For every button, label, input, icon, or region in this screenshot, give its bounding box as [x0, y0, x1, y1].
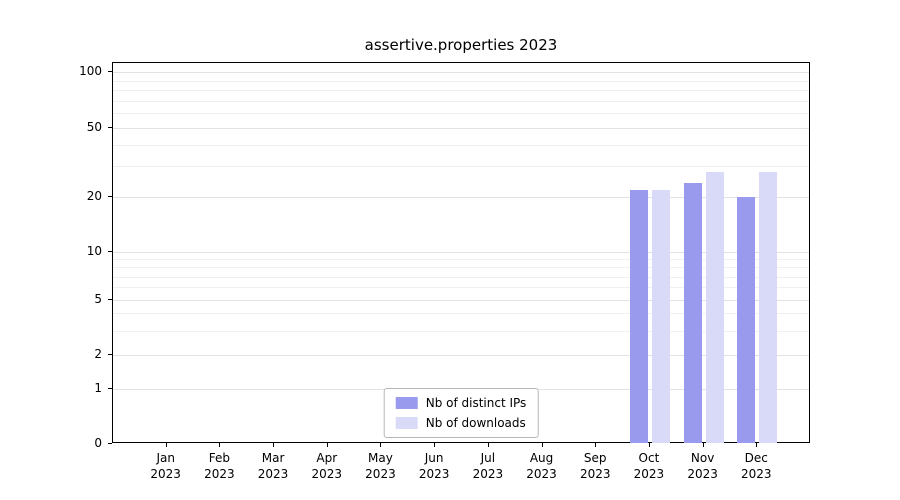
y-tick-mark	[108, 71, 112, 72]
minor-gridline	[113, 90, 809, 92]
x-tick-label: Mar 2023	[257, 451, 289, 481]
x-tick-label: Sep 2023	[579, 451, 611, 481]
x-tick-label: Feb 2023	[204, 451, 235, 481]
major-gridline	[113, 355, 809, 356]
y-tick-label: 2	[94, 347, 102, 361]
major-gridline	[113, 72, 809, 73]
bar-nb-of-downloads	[705, 171, 724, 443]
y-tick-mark	[108, 388, 112, 389]
bar-nb-of-downloads	[651, 189, 670, 443]
x-tick-mark	[702, 443, 704, 447]
x-tick-mark	[380, 443, 382, 447]
legend-label: Nb of distinct IPs	[425, 396, 527, 410]
x-tick-mark	[273, 443, 275, 447]
legend-swatch	[395, 417, 418, 429]
y-tick-mark	[108, 251, 112, 252]
y-tick-label: 5	[94, 292, 102, 306]
minor-gridline	[113, 267, 809, 269]
minor-gridline	[113, 80, 809, 82]
y-tick-label: 10	[86, 244, 102, 258]
y-tick-mark	[108, 196, 112, 197]
x-tick-label: Dec 2023	[741, 451, 772, 481]
chart-title: assertive.properties 2023	[364, 36, 558, 54]
x-tick-label: Oct 2023	[633, 451, 665, 481]
minor-gridline	[113, 276, 809, 278]
bar-nb-of-distinct-ips	[683, 183, 702, 443]
legend: Nb of distinct IPs Nb of downloads	[383, 388, 539, 438]
x-tick-label: Aug 2023	[526, 451, 557, 481]
legend-row: Nb of downloads	[395, 416, 527, 430]
x-tick-mark	[487, 443, 489, 447]
y-tick-label: 20	[86, 189, 102, 203]
bar-nb-of-distinct-ips	[629, 189, 648, 443]
minor-gridline	[113, 166, 809, 168]
x-tick-mark	[541, 443, 543, 447]
y-tick-label: 0	[94, 436, 102, 450]
minor-gridline	[113, 113, 809, 115]
minor-gridline	[113, 287, 809, 289]
y-tick-mark	[108, 299, 112, 300]
x-tick-mark	[165, 443, 167, 447]
major-gridline	[113, 197, 809, 198]
legend-swatch	[395, 397, 418, 409]
major-gridline	[113, 300, 809, 301]
minor-gridline	[113, 259, 809, 261]
minor-gridline	[113, 144, 809, 146]
x-tick-mark	[595, 443, 597, 447]
x-tick-mark	[648, 443, 650, 447]
major-gridline	[113, 128, 809, 129]
y-tick-mark	[108, 443, 112, 444]
x-tick-label: Apr 2023	[311, 451, 343, 481]
x-tick-mark	[756, 443, 758, 447]
minor-gridline	[113, 313, 809, 315]
x-tick-label: Nov 2023	[687, 451, 718, 481]
plot-area	[112, 62, 810, 443]
bar-nb-of-downloads	[759, 171, 778, 443]
y-tick-mark	[108, 354, 112, 355]
x-tick-mark	[219, 443, 221, 447]
y-tick-mark	[108, 127, 112, 128]
minor-gridline	[113, 330, 809, 332]
x-tick-label: May 2023	[365, 451, 396, 481]
x-tick-label: Jan 2023	[150, 451, 181, 481]
x-tick-label: Jul 2023	[472, 451, 504, 481]
y-tick-label: 50	[86, 120, 102, 134]
x-tick-mark	[326, 443, 328, 447]
x-tick-mark	[434, 443, 436, 447]
x-tick-label: Jun 2023	[418, 451, 450, 481]
minor-gridline	[113, 100, 809, 102]
y-tick-label: 100	[79, 64, 102, 78]
y-tick-label: 1	[94, 381, 102, 395]
major-gridline	[113, 252, 809, 253]
legend-label: Nb of downloads	[425, 416, 526, 430]
legend-row: Nb of distinct IPs	[395, 396, 527, 410]
bar-nb-of-distinct-ips	[737, 197, 756, 443]
